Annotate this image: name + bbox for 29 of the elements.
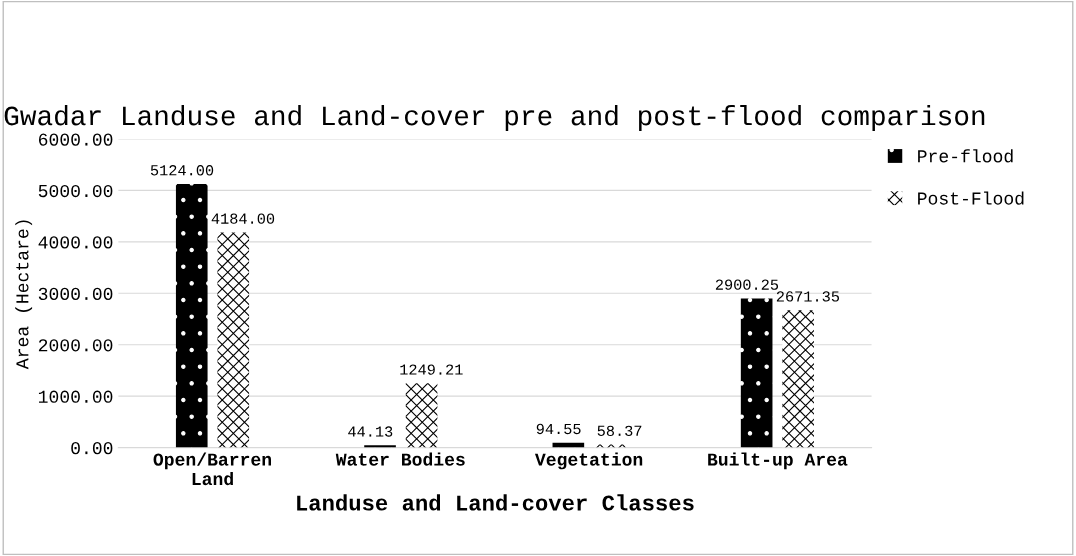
legend-label: Post-Flood: [918, 191, 1024, 205]
x-tick-label: Open/Barren Land: [153, 452, 271, 486]
bar: [740, 298, 773, 448]
x-axis-title: Landuse and Land-cover Classes: [297, 494, 694, 511]
data-label: 1249.21: [400, 364, 463, 375]
data-label: 5124.00: [150, 165, 214, 176]
chart-title: Gwadar Landuse and Land-cover pre and post-flood comparison: [4, 104, 985, 131]
y-tick-label: 2000.00: [38, 339, 113, 352]
y-tick-label: 0.00: [71, 442, 113, 455]
bar: [217, 232, 250, 448]
x-tick-label: Built-up Area: [708, 452, 848, 470]
data-label: 58.37: [597, 425, 642, 436]
y-tick-label: 3000.00: [38, 287, 113, 301]
y-tick-label: 4000.00: [38, 236, 113, 249]
y-tick-label: 5000.00: [38, 184, 113, 198]
data-label: 44.13: [348, 426, 393, 437]
y-tick-label: 1000.00: [38, 390, 113, 403]
data-label: 2900.25: [715, 279, 779, 290]
y-axis-title: Area (Hectare): [15, 220, 33, 370]
y-tick-label: 6000.00: [38, 133, 113, 146]
bar: [782, 310, 814, 448]
data-label: 2671.35: [776, 291, 840, 302]
bar: [175, 184, 208, 448]
bar: [405, 383, 438, 448]
data-label: 94.55: [536, 423, 581, 435]
x-tick-label: Vegetation: [534, 452, 643, 470]
legend-label: Pre-flood: [918, 149, 1013, 163]
x-tick-label: Water Bodies: [335, 452, 465, 466]
data-label: 4184.00: [211, 213, 275, 224]
